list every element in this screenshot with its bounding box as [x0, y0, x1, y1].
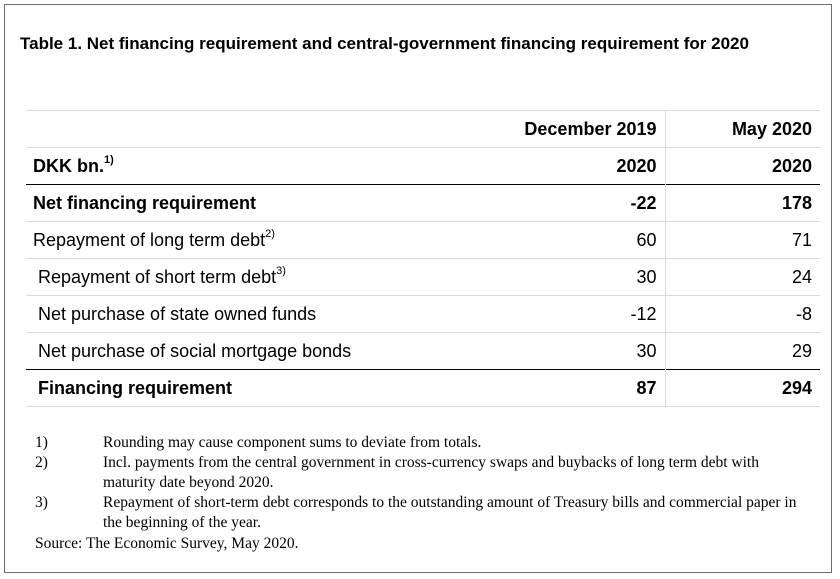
unit-label: DKK bn.	[33, 155, 104, 176]
row-value-dec: 60	[514, 221, 666, 259]
footnote-text: Repayment of short-term debt corresponds…	[103, 494, 797, 531]
footnote-3: 3) Repayment of short-term debt correspo…	[35, 493, 815, 533]
row-footnote-ref: 3)	[276, 264, 286, 277]
footnote-text: Incl. payments from the central governme…	[103, 454, 759, 491]
total-row: Financing requirement 87 294	[26, 369, 820, 407]
row-label: Repayment of long term debt	[33, 229, 266, 250]
row-value-dec: 87	[514, 369, 666, 407]
table-row: Net financing requirement -22 178	[26, 184, 820, 222]
header-empty-cell	[26, 110, 514, 148]
footnote-text: Rounding may cause component sums to dev…	[103, 434, 482, 451]
row-value-dec: 30	[514, 332, 666, 370]
unit-row: DKK bn.1) 2020 2020	[26, 147, 820, 185]
row-label: Financing requirement	[26, 369, 514, 407]
row-value-dec: -22	[514, 184, 666, 222]
row-label: Repayment of short term debt	[38, 266, 277, 287]
row-value-may: -8	[665, 295, 820, 333]
row-value-may: 294	[665, 369, 820, 407]
source-line: Source: The Economic Survey, May 2020.	[35, 535, 299, 552]
header-row: December 2019 May 2020	[26, 110, 820, 148]
table-row: Repayment of long term debt2) 60 71	[26, 221, 820, 259]
footnote-1: 1) Rounding may cause component sums to …	[35, 433, 815, 453]
year-col1: 2020	[514, 147, 666, 185]
footnote-number: 1)	[35, 434, 48, 451]
row-value-dec: -12	[514, 295, 666, 333]
row-label-cell: Repayment of long term debt2)	[26, 221, 514, 259]
table-title: Table 1. Net financing requirement and c…	[20, 34, 749, 53]
row-label: Net financing requirement	[26, 184, 514, 222]
unit-label-cell: DKK bn.1)	[26, 147, 514, 185]
unit-footnote-ref: 1)	[104, 153, 114, 166]
table-frame: Table 1. Net financing requirement and c…	[4, 4, 832, 573]
table-row: Net purchase of state owned funds -12 -8	[26, 295, 820, 333]
row-label-cell: Repayment of short term debt3)	[26, 258, 514, 296]
header-december-2019: December 2019	[514, 110, 666, 148]
row-value-may: 29	[665, 332, 820, 370]
row-value-may: 71	[665, 221, 820, 259]
footnote-2: 2) Incl. payments from the central gover…	[35, 453, 815, 493]
row-value-dec: 30	[514, 258, 666, 296]
financing-table: December 2019 May 2020 DKK bn.1) 2020 20…	[26, 110, 820, 407]
table-row: Net purchase of social mortgage bonds 30…	[26, 332, 820, 370]
table-row: Repayment of short term debt3) 30 24	[26, 258, 820, 296]
footnote-number: 3)	[35, 494, 48, 511]
header-may-2020: May 2020	[665, 110, 820, 148]
footnote-number: 2)	[35, 454, 48, 471]
row-footnote-ref: 2)	[265, 227, 275, 240]
row-label: Net purchase of social mortgage bonds	[26, 332, 514, 370]
year-col2: 2020	[665, 147, 820, 185]
row-label: Net purchase of state owned funds	[26, 295, 514, 333]
footnotes: 1) Rounding may cause component sums to …	[35, 433, 815, 554]
row-value-may: 24	[665, 258, 820, 296]
row-value-may: 178	[665, 184, 820, 222]
